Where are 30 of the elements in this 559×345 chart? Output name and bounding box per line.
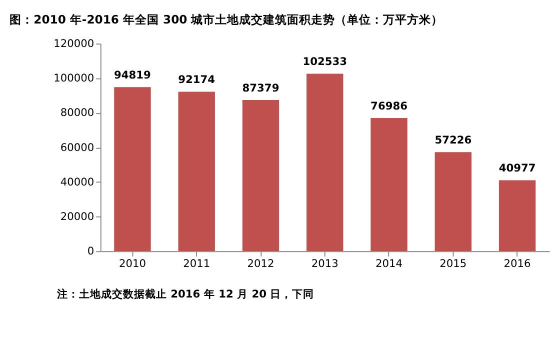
x-tick-label: 2010 (118, 257, 146, 270)
data-label: 76986 (370, 99, 408, 112)
data-label: 94819 (114, 68, 151, 82)
y-tick-label: 20000 (60, 210, 94, 223)
y-tick-label: 60000 (60, 140, 94, 154)
data-label: 102533 (302, 55, 348, 68)
y-tick-label: 100000 (54, 72, 94, 85)
text: 注：土地成交数据截止 2016 年 12 月 20 日，下同 (56, 288, 314, 301)
x-tick-label: 2011 (183, 257, 210, 270)
y-tick-label: 80000 (60, 106, 94, 120)
y-tick-label: 0 (87, 244, 94, 258)
bar (434, 152, 472, 252)
data-label: 87379 (242, 81, 280, 94)
data-label: 92174 (178, 73, 216, 86)
bar (242, 100, 280, 252)
chart-title: 图：2010 年-2016 年全国 300 城市土地成交建筑面积走势（单位：万平方米） (10, 12, 444, 26)
bar (178, 92, 215, 252)
data-label: 57226 (434, 133, 472, 146)
y-tick-label: 120000 (54, 36, 94, 50)
x-tick-label: 2014 (376, 257, 403, 270)
x-tick-label: 2013 (311, 257, 338, 270)
bar (114, 87, 151, 252)
bar (370, 118, 408, 252)
y-tick-label: 40000 (60, 175, 94, 188)
x-tick-label: 2012 (247, 257, 274, 270)
x-tick-label: 2016 (504, 257, 532, 270)
bar (306, 74, 344, 252)
data-label: 40977 (498, 162, 536, 175)
bar (498, 180, 536, 252)
x-tick-label: 2015 (440, 257, 467, 270)
